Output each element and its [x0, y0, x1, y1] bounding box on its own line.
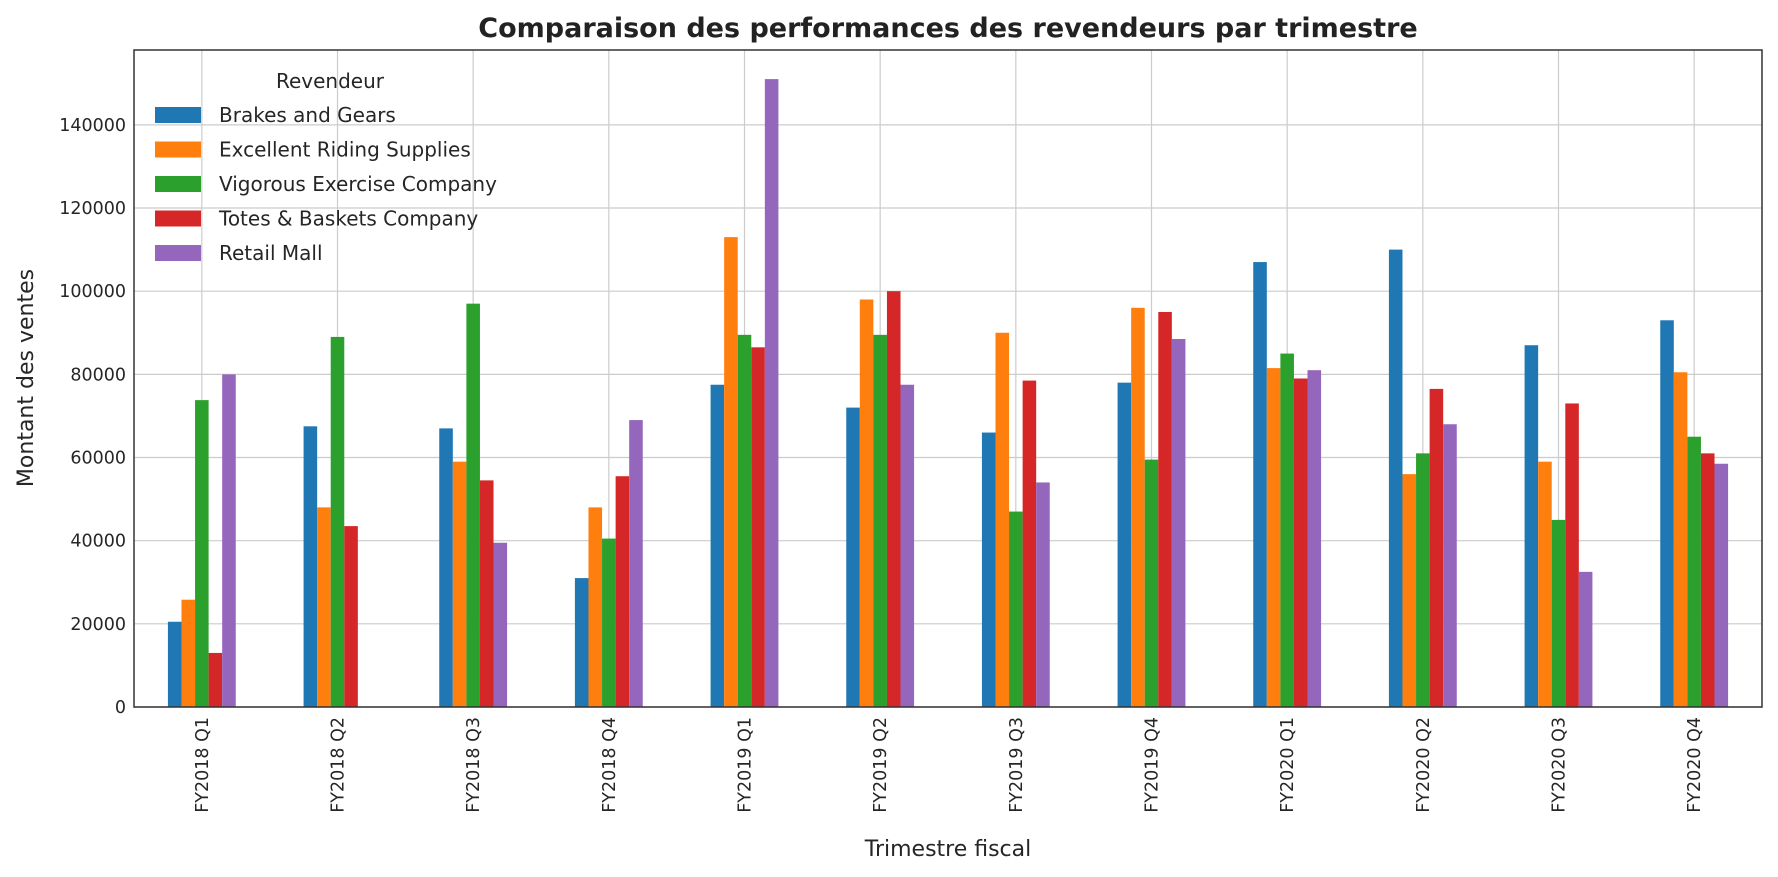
bar [629, 420, 643, 707]
bar [886, 291, 901, 707]
bar [1402, 474, 1417, 707]
y-tick-label: 140000 [59, 116, 126, 136]
x-tick-label: FY2018 Q4 [600, 717, 620, 813]
legend-swatch [155, 210, 201, 227]
bar [724, 237, 738, 708]
bar [1280, 353, 1294, 707]
y-tick-label: 60000 [70, 449, 126, 469]
y-tick-label: 0 [115, 698, 126, 718]
bar [317, 507, 331, 707]
bar [1429, 388, 1444, 707]
y-tick-label: 20000 [70, 615, 126, 635]
bar [493, 542, 508, 707]
chart-title: Comparaison des performances des revende… [478, 13, 1417, 44]
y-tick-label: 40000 [70, 532, 126, 552]
bar [1117, 382, 1132, 707]
bar [1578, 571, 1593, 707]
bar [1524, 345, 1539, 707]
bar [981, 432, 996, 707]
legend-item-label: Totes & Baskets Company [218, 207, 478, 231]
bar [1551, 519, 1566, 707]
bar [873, 334, 887, 707]
bar [588, 507, 603, 707]
legend-item-label: Retail Mall [219, 241, 323, 265]
bar [1144, 459, 1159, 707]
bar [1266, 368, 1281, 707]
x-tick-label: FY2019 Q2 [871, 717, 891, 813]
x-tick-label: FY2019 Q1 [736, 717, 756, 813]
x-tick-label: FY2019 Q4 [1143, 717, 1163, 813]
legend-swatch [155, 107, 201, 123]
x-tick-label: FY2019 Q3 [1007, 717, 1027, 813]
bar [859, 299, 874, 707]
bar [1253, 262, 1267, 707]
bar [751, 347, 765, 707]
bar [208, 652, 223, 707]
y-axis-ticks: 0 20000 40000 60000 80000 100000 120000 140000 [59, 116, 126, 718]
legend-item-label: Excellent Riding Supplies [219, 138, 471, 162]
bar [1700, 453, 1715, 707]
bar [1022, 380, 1037, 707]
legend-swatch [155, 176, 201, 192]
bar [167, 621, 182, 707]
plot-frame [133, 49, 1763, 708]
y-axis-label: Montant des ventes [14, 269, 39, 487]
bar [1673, 372, 1688, 707]
legend: Revendeur Brakes and Gears Excellent Ridi… [155, 69, 497, 265]
bar [846, 407, 860, 707]
bar [1443, 424, 1457, 707]
y-tick-label: 120000 [59, 199, 126, 219]
x-axis-ticks: FY2018 Q1 FY2018 Q2 FY2018 Q3 FY2018 Q4 FY20… [193, 717, 1705, 813]
bar [439, 428, 453, 707]
bar [479, 480, 494, 707]
bar [1293, 378, 1308, 707]
bar [1307, 370, 1322, 707]
bar [195, 400, 209, 707]
y-tick-label: 100000 [59, 282, 126, 302]
bar [995, 332, 1010, 707]
bars [167, 79, 1729, 708]
legend-item-label: Vigorous Exercise Company [219, 172, 497, 196]
bar [615, 476, 630, 707]
x-tick-label: FY2020 Q4 [1685, 717, 1705, 813]
bar [222, 374, 236, 707]
bar [1687, 436, 1701, 707]
x-tick-label: FY2018 Q1 [193, 717, 213, 813]
bar [1714, 463, 1729, 707]
bar [1036, 482, 1050, 707]
bar [1388, 249, 1403, 707]
bar [181, 599, 196, 707]
bar [452, 461, 467, 707]
bar [764, 79, 779, 707]
bar [303, 426, 318, 707]
x-tick-label: FY2018 Q3 [464, 717, 484, 813]
legend-title: Revendeur [276, 69, 385, 93]
bar [1009, 511, 1023, 707]
x-tick-label: FY2020 Q3 [1550, 717, 1570, 813]
bar [1131, 307, 1145, 707]
bar [1660, 320, 1674, 707]
bar [900, 384, 915, 707]
x-tick-label: FY2020 Q2 [1414, 717, 1434, 813]
bar [1538, 461, 1552, 707]
bar [330, 336, 345, 707]
bar [466, 303, 480, 707]
bar [602, 538, 616, 707]
bar [737, 334, 752, 707]
bar [344, 526, 358, 707]
bar [1416, 453, 1430, 707]
bar [1565, 403, 1579, 707]
bar [710, 384, 725, 707]
x-tick-label: FY2020 Q1 [1278, 717, 1298, 813]
x-axis-label: Trimestre fiscal [864, 837, 1032, 862]
x-tick-label: FY2018 Q2 [329, 717, 349, 813]
y-tick-label: 80000 [70, 365, 126, 385]
bar [1171, 338, 1186, 707]
legend-swatch [155, 245, 201, 261]
legend-swatch [155, 141, 201, 158]
bar [574, 578, 589, 707]
bar [1158, 311, 1172, 707]
legend-item-label: Brakes and Gears [219, 103, 396, 127]
